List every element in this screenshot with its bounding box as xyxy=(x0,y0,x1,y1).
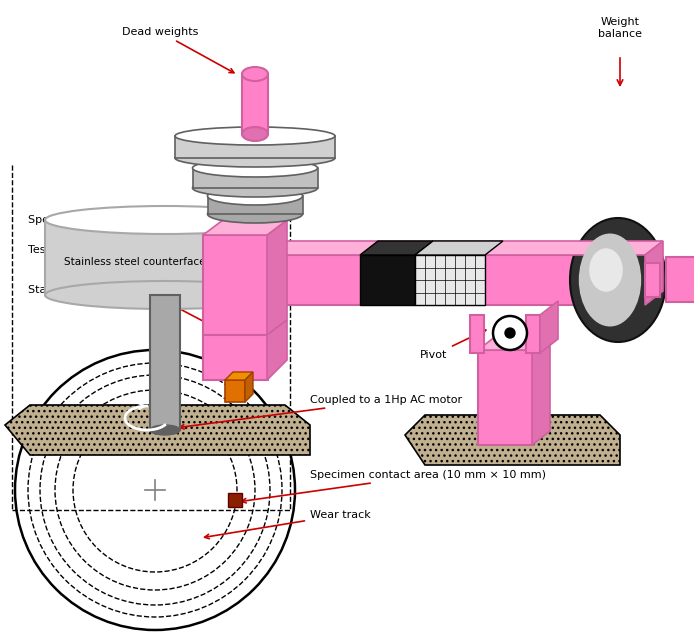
Ellipse shape xyxy=(45,281,285,309)
Text: Wear track: Wear track xyxy=(205,510,371,538)
Ellipse shape xyxy=(242,67,268,81)
Bar xyxy=(478,350,533,445)
Text: Weight
balance: Weight balance xyxy=(598,17,642,39)
Ellipse shape xyxy=(175,127,335,145)
Bar xyxy=(193,168,318,188)
Bar xyxy=(225,380,245,402)
Polygon shape xyxy=(205,241,663,255)
Polygon shape xyxy=(415,241,503,255)
Ellipse shape xyxy=(150,425,180,435)
Ellipse shape xyxy=(579,234,641,326)
Text: Pivot: Pivot xyxy=(420,330,486,360)
Bar xyxy=(208,196,303,214)
Bar xyxy=(203,235,268,335)
Polygon shape xyxy=(478,336,550,350)
Polygon shape xyxy=(267,220,287,335)
Polygon shape xyxy=(203,220,287,235)
Ellipse shape xyxy=(192,179,317,197)
Text: Dead weights: Dead weights xyxy=(122,27,234,73)
Ellipse shape xyxy=(242,127,268,141)
Polygon shape xyxy=(540,301,558,353)
Circle shape xyxy=(505,328,515,338)
Ellipse shape xyxy=(570,218,666,342)
Circle shape xyxy=(15,350,295,630)
Polygon shape xyxy=(532,336,550,445)
Ellipse shape xyxy=(589,248,623,291)
Bar xyxy=(175,136,335,158)
Text: Test specimen: Test specimen xyxy=(28,245,216,328)
Bar xyxy=(150,295,180,430)
Text: Specimen holder: Specimen holder xyxy=(28,215,201,269)
Bar xyxy=(360,255,415,305)
Polygon shape xyxy=(225,372,253,380)
Text: Stainless steel counterface: Stainless steel counterface xyxy=(65,257,205,267)
Bar xyxy=(470,315,484,353)
Text: Coupled to a 1Hp AC motor: Coupled to a 1Hp AC motor xyxy=(180,395,462,429)
Ellipse shape xyxy=(192,159,317,177)
Polygon shape xyxy=(405,415,620,465)
Polygon shape xyxy=(645,241,663,305)
Text: Specimen contact area (10 mm × 10 mm): Specimen contact area (10 mm × 10 mm) xyxy=(242,470,546,503)
Ellipse shape xyxy=(175,149,335,167)
Bar xyxy=(645,263,660,297)
Bar xyxy=(415,255,485,305)
Polygon shape xyxy=(360,241,433,255)
Bar xyxy=(666,257,694,302)
Bar xyxy=(228,493,242,507)
Ellipse shape xyxy=(45,206,285,234)
Polygon shape xyxy=(267,320,287,380)
Ellipse shape xyxy=(208,187,303,205)
Text: Stainless steel counterface: Stainless steel counterface xyxy=(28,260,179,295)
Bar xyxy=(45,220,285,295)
Ellipse shape xyxy=(208,205,303,223)
Bar xyxy=(205,255,645,305)
Bar xyxy=(526,315,540,353)
Circle shape xyxy=(493,316,527,350)
Polygon shape xyxy=(245,372,253,402)
Bar xyxy=(242,74,268,134)
Polygon shape xyxy=(5,405,310,455)
Bar xyxy=(203,335,268,380)
